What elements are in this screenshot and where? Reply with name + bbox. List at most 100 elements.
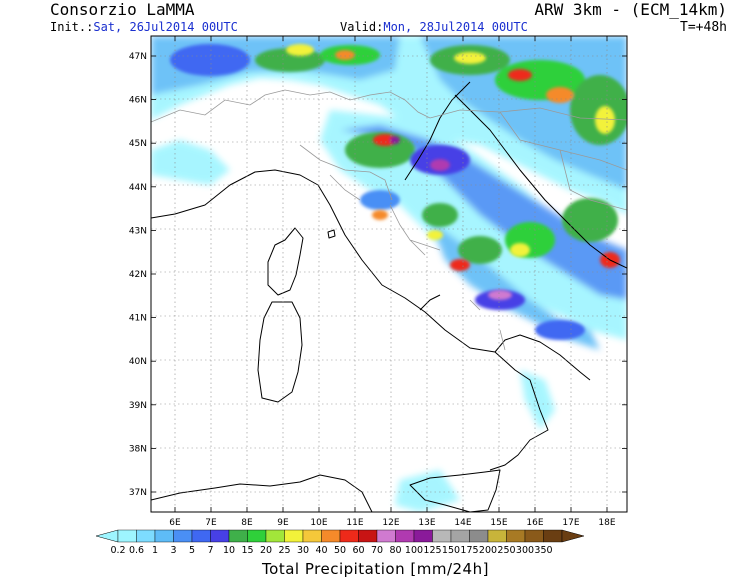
lat-label: 41N: [129, 314, 147, 324]
italy-coastline: [151, 81, 591, 471]
lat-label: 38N: [129, 444, 147, 454]
colorbar-max-arrow: [561, 529, 585, 543]
colorbar-label: 25: [278, 545, 290, 556]
colorbar-label: 0.2: [110, 545, 125, 556]
colorbar-label: 70: [371, 545, 383, 556]
lat-label: 42N: [129, 270, 147, 280]
lon-label: 17E: [562, 518, 579, 528]
borders: [151, 89, 627, 351]
alpine-border: [151, 89, 431, 123]
latitude-labels: 47N 46N 45N 44N 43N 42N 41N 40N 39N 38N 37N: [129, 52, 147, 498]
lon-label: 12E: [382, 518, 399, 528]
colorbar-label: 50: [334, 545, 346, 556]
colorbar-label: 350: [534, 545, 552, 556]
coastlines: [151, 81, 627, 512]
colorbar-swatch: [524, 529, 544, 543]
colorbar-swatch: [506, 529, 526, 543]
sicily-coastline: [409, 469, 501, 512]
region-borders: [299, 144, 506, 351]
colorbar-swatch: [265, 529, 285, 543]
lon-label: 18E: [598, 518, 615, 528]
heavy-precip-layer: [286, 44, 620, 300]
lon-label: 11E: [346, 518, 363, 528]
valid-label: Valid:: [340, 20, 384, 34]
lat-lon-grid: [151, 36, 627, 512]
lat-label: 45N: [129, 139, 147, 149]
colorbar-swatch: [469, 529, 489, 543]
longitude-labels: 6E 7E 8E 9E 10E 11E 12E 13E 14E 15E 16E 17E 18E: [169, 518, 616, 528]
colorbar-label: 125: [423, 545, 441, 556]
colorbar-label: 3: [170, 545, 176, 556]
lat-label: 46N: [129, 96, 147, 106]
init-value: Sat, 26Jul2014 00UTC: [93, 20, 238, 34]
colorbar-label: 20: [260, 545, 272, 556]
colorbar-swatch: [395, 529, 415, 543]
colorbar-swatch: [173, 529, 193, 543]
colorbar-swatch: [154, 529, 174, 543]
lat-label: 40N: [129, 357, 147, 367]
lon-label: 6E: [169, 518, 181, 528]
colorbar-swatch: [376, 529, 396, 543]
colorbar-label: 150: [442, 545, 460, 556]
colorbar-swatch: [321, 529, 341, 543]
colorbar-swatch: [136, 529, 156, 543]
axis-ticks: [151, 36, 627, 512]
sardinia-coastline: [257, 301, 303, 403]
colorbar-labels: 0.2 0.6 1 3 5 7 10 15 20 25 30 40 50 60 70 80 100 125 150 1…: [110, 545, 552, 556]
colorbar-swatch: [543, 529, 563, 543]
lat-label: 44N: [129, 183, 147, 193]
lon-label: 14E: [454, 518, 471, 528]
colorbar-swatch: [339, 529, 359, 543]
colorbar-label: 100: [405, 545, 423, 556]
precipitation-field: [151, 36, 627, 512]
colorbar-swatch: [228, 529, 248, 543]
valid-value: Mon, 28Jul2014 00UTC: [383, 20, 528, 34]
colorbar-label: 5: [189, 545, 195, 556]
lon-label: 7E: [205, 518, 217, 528]
lat-label: 37N: [129, 488, 147, 498]
colorbar-label: 0.6: [129, 545, 144, 556]
corsica-coastline: [267, 227, 304, 296]
colorbar-label: 15: [241, 545, 253, 556]
colorbar-label: 80: [389, 545, 401, 556]
lat-label: 43N: [129, 226, 147, 236]
colorbar-swatch: [210, 529, 230, 543]
lon-label: 13E: [418, 518, 435, 528]
lat-label: 47N: [129, 52, 147, 62]
model-title: ARW 3km - (ECM_14km): [534, 0, 727, 19]
colorbar: [95, 529, 585, 543]
organization-title: Consorzio LaMMA: [50, 0, 195, 19]
init-label: Init.:: [50, 20, 94, 34]
lat-label: 39N: [129, 401, 147, 411]
colorbar-label: 40: [315, 545, 327, 556]
colorbar-min-arrow: [95, 529, 119, 543]
lon-label: 10E: [310, 518, 327, 528]
lon-label: 16E: [526, 518, 543, 528]
colorbar-title: Total Precipitation [mm/24h]: [262, 560, 489, 578]
colorbar-label: 7: [207, 545, 213, 556]
colorbar-label: 1: [152, 545, 158, 556]
elba-island: [327, 229, 336, 239]
forecast-timestep: T=+48h: [680, 20, 727, 35]
valid-time: Valid:Mon, 28Jul2014 00UTC: [340, 21, 528, 33]
colorbar-swatch: [413, 529, 433, 543]
africa-coastline: [151, 474, 373, 512]
colorbar-label: 200: [479, 545, 497, 556]
colorbar-label: 30: [297, 545, 309, 556]
colorbar-label: 175: [460, 545, 478, 556]
colorbar-swatch: [302, 529, 322, 543]
colorbar-swatch: [450, 529, 470, 543]
colorbar-label: 60: [352, 545, 364, 556]
colorbar-swatch: [191, 529, 211, 543]
colorbar-label: 10: [223, 545, 235, 556]
colorbar-label: 250: [497, 545, 515, 556]
balkan-coastline: [454, 94, 627, 269]
moderate-precip-layer: [170, 44, 627, 340]
colorbar-swatch: [487, 529, 507, 543]
colorbar-swatch: [432, 529, 452, 543]
colorbar-swatch: [117, 529, 137, 543]
balkan-borders: [429, 107, 627, 211]
lon-label: 15E: [490, 518, 507, 528]
lon-label: 9E: [277, 518, 289, 528]
